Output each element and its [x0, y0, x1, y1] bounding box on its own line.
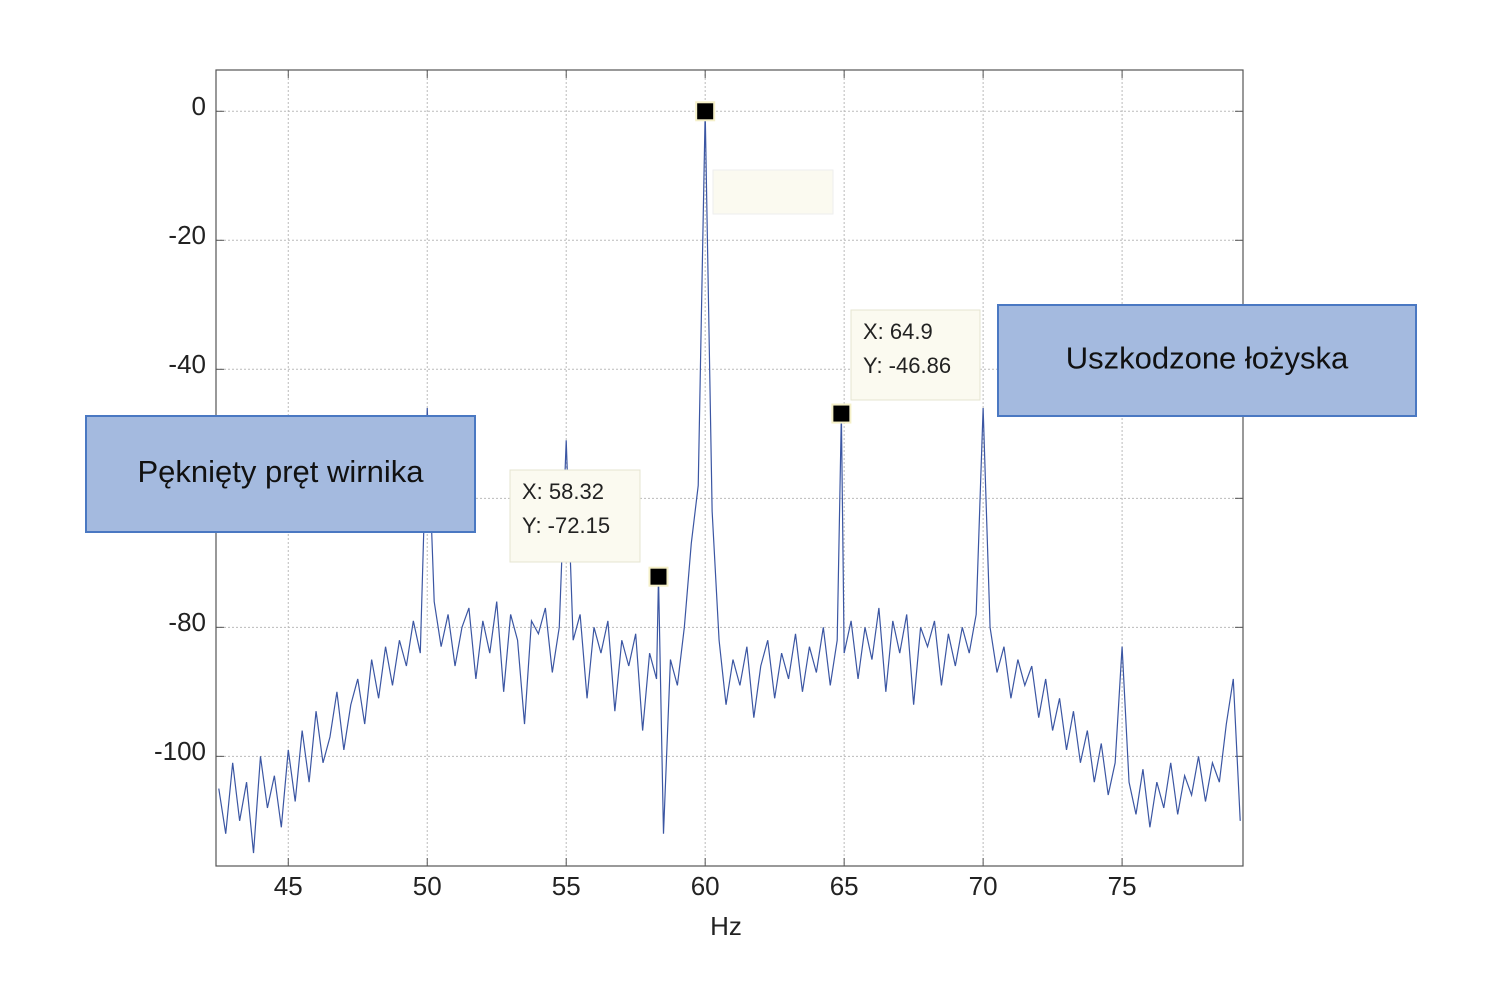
y-tick-label: -80: [168, 607, 206, 637]
annotation-box: [997, 304, 1417, 417]
x-tick-label: 55: [552, 871, 581, 901]
datatip-marker: [831, 403, 852, 424]
y-tick-label: -100: [154, 736, 206, 766]
x-tick-label: 65: [830, 871, 859, 901]
x-tick-label: 60: [691, 871, 720, 901]
x-tick-label: 75: [1108, 871, 1137, 901]
overlays: X: 58.32 Y: -72.15 X: 64.9 Y: -46.86 Pęknięt…: [85, 101, 1417, 587]
datatip-marker: [648, 566, 669, 587]
datatip-marker: [695, 101, 716, 122]
y-tick-label: 0: [192, 91, 206, 121]
x-tick-label: 70: [969, 871, 998, 901]
datatip-box: [850, 309, 981, 401]
datatip-y: Y: -72.15: [522, 513, 610, 538]
annotation-box: [85, 415, 476, 533]
y-tick-label: -20: [168, 220, 206, 250]
datatip-x: X: 58.32: [522, 479, 604, 504]
datatip-x: X: 64.9: [863, 319, 933, 344]
datatip-box: [712, 169, 834, 215]
datatip-y: Y: -46.86: [863, 353, 951, 378]
x-tick-label: 45: [274, 871, 303, 901]
annotation-text: Uszkodzone łożyska: [1066, 341, 1349, 376]
spectrum-line: [218, 111, 1241, 854]
x-tick-label: 50: [413, 871, 442, 901]
annotation-text: Pęknięty pręt wirnika: [137, 454, 424, 489]
datatip-box: [509, 469, 641, 563]
x-axis-label: Hz: [710, 911, 742, 941]
y-tick-label: -40: [168, 349, 206, 379]
plot-area: [218, 111, 1241, 854]
